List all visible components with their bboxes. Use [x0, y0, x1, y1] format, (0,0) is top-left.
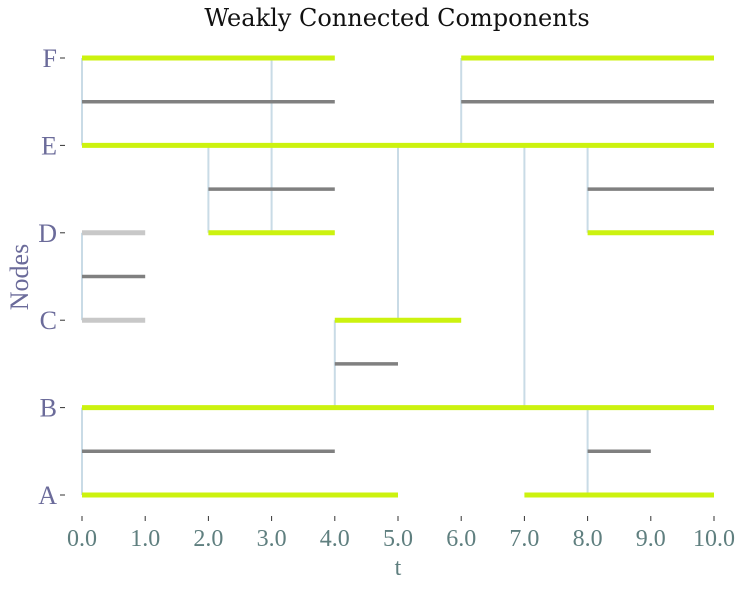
y-tick-label-C: C: [40, 306, 57, 335]
y-tick-label-E: E: [41, 131, 57, 160]
x-axis: 0.0 1.0 2.0 3.0 4.0 5.0 6.0 7.0 8.0 9.0 10.0: [67, 516, 735, 552]
x-tick-label-6: 6.0: [446, 526, 476, 552]
y-tick-label-B: B: [40, 394, 57, 423]
x-tick-label-10: 10.0: [693, 526, 735, 552]
x-tick-label-2: 2.0: [193, 526, 223, 552]
x-tick-label-1: 1.0: [130, 526, 160, 552]
x-tick-label-3: 3.0: [257, 526, 287, 552]
x-tick-label-4: 4.0: [320, 526, 350, 552]
y-tick-label-F: F: [43, 44, 57, 73]
node-segment-layer: [82, 55, 714, 498]
x-tick-label-5: 5.0: [383, 526, 413, 552]
x-tick-label-0: 0.0: [67, 526, 97, 552]
x-tick-label-7: 7.0: [509, 526, 539, 552]
y-tick-label-D: D: [38, 219, 57, 248]
connector-layer: [81, 58, 589, 495]
y-tick-label-A: A: [38, 481, 57, 510]
chart-title: Weakly Connected Components: [204, 4, 589, 32]
link-layer: [82, 99, 714, 454]
y-axis-label: Nodes: [5, 244, 34, 310]
x-tick-label-8: 8.0: [573, 526, 603, 552]
x-tick-label-9: 9.0: [636, 526, 666, 552]
x-axis-label: t: [395, 555, 402, 581]
y-axis: A B C D E F: [38, 44, 65, 510]
